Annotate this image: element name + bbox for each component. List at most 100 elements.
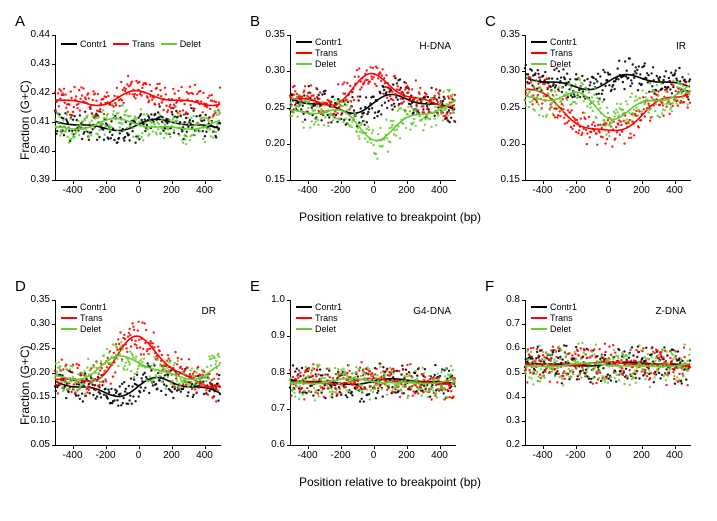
legend-item: Delet: [531, 324, 577, 334]
scatter-point: [133, 329, 135, 331]
scatter-point: [61, 359, 63, 361]
scatter-point: [622, 81, 624, 83]
scatter-point: [685, 378, 687, 380]
xtick-label: -400: [525, 450, 561, 461]
scatter-point: [194, 84, 196, 86]
legend-item: Contr1: [531, 37, 577, 47]
scatter-point: [633, 377, 635, 379]
scatter-point: [382, 395, 384, 397]
scatter-point: [606, 138, 608, 140]
scatter-point: [315, 389, 317, 391]
scatter-point: [138, 121, 140, 123]
scatter-point: [571, 354, 573, 356]
scatter-point: [393, 103, 395, 105]
scatter-point: [555, 360, 557, 362]
scatter-point: [127, 335, 129, 337]
scatter-point: [104, 369, 106, 371]
scatter-point: [366, 79, 368, 81]
scatter-point: [89, 369, 91, 371]
scatter-point: [294, 90, 296, 92]
scatter-point: [383, 373, 385, 375]
scatter-point: [202, 111, 204, 113]
scatter-point: [289, 115, 291, 117]
scatter-point: [316, 105, 318, 107]
legend: Contr1TransDelet: [61, 302, 107, 335]
scatter-point: [560, 349, 562, 351]
xtick-label: 400: [657, 185, 693, 196]
panel-label-C: C: [485, 13, 496, 30]
scatter-point: [98, 129, 100, 131]
scatter-point: [591, 96, 593, 98]
scatter-point: [600, 380, 602, 382]
xtick-label: 200: [624, 450, 660, 461]
ytick-mark: [287, 180, 291, 181]
scatter-point: [164, 368, 166, 370]
scatter-point: [586, 105, 588, 107]
scatter-point: [147, 128, 149, 130]
scatter-point: [134, 373, 136, 375]
scatter-point: [88, 97, 90, 99]
scatter-point: [178, 388, 180, 390]
xtick-label: -200: [558, 450, 594, 461]
scatter-point: [445, 116, 447, 118]
scatter-point: [597, 73, 599, 75]
scatter-point: [446, 119, 448, 121]
scatter-point: [350, 380, 352, 382]
scatter-point: [583, 79, 585, 81]
scatter-point: [440, 113, 442, 115]
scatter-point: [147, 97, 149, 99]
scatter-point: [90, 131, 92, 133]
scatter-point: [425, 93, 427, 95]
scatter-point: [572, 371, 574, 373]
scatter-point: [672, 358, 674, 360]
scatter-point: [679, 361, 681, 363]
scatter-point: [385, 369, 387, 371]
scatter-point: [665, 379, 667, 381]
scatter-point: [217, 353, 219, 355]
scatter-point: [76, 125, 78, 127]
scatter-point: [121, 360, 123, 362]
scatter-point: [376, 67, 378, 69]
scatter-point: [63, 389, 65, 391]
scatter-point: [354, 372, 356, 374]
scatter-point: [134, 97, 136, 99]
legend-label: Contr1: [80, 39, 107, 49]
scatter-point: [555, 94, 557, 96]
scatter-point: [68, 141, 70, 143]
scatter-point: [676, 86, 678, 88]
scatter-point: [359, 400, 361, 402]
scatter-point: [103, 394, 105, 396]
scatter-point: [130, 345, 132, 347]
scatter-point: [101, 381, 103, 383]
scatter-point: [439, 388, 441, 390]
scatter-point: [540, 368, 542, 370]
scatter-point: [214, 384, 216, 386]
scatter-point: [652, 66, 654, 68]
xtick-label: -400: [525, 185, 561, 196]
scatter-point: [160, 95, 162, 97]
scatter-point: [418, 367, 420, 369]
scatter-point: [440, 100, 442, 102]
scatter-point: [314, 379, 316, 381]
scatter-point: [415, 384, 417, 386]
scatter-point: [90, 134, 92, 136]
scatter-point: [574, 95, 576, 97]
scatter-point: [322, 388, 324, 390]
scatter-point: [541, 102, 543, 104]
scatter-point: [626, 118, 628, 120]
scatter-point: [593, 348, 595, 350]
scatter-point: [346, 82, 348, 84]
scatter-point: [530, 347, 532, 349]
scatter-point: [77, 103, 79, 105]
scatter-point: [95, 389, 97, 391]
scatter-point: [528, 376, 530, 378]
scatter-point: [654, 360, 656, 362]
scatter-point: [359, 389, 361, 391]
scatter-point: [577, 343, 579, 345]
scatter-point: [388, 384, 390, 386]
scatter-point: [177, 357, 179, 359]
scatter-point: [331, 105, 333, 107]
xtick-label: 200: [389, 450, 425, 461]
scatter-point: [133, 95, 135, 97]
scatter-point: [180, 366, 182, 368]
